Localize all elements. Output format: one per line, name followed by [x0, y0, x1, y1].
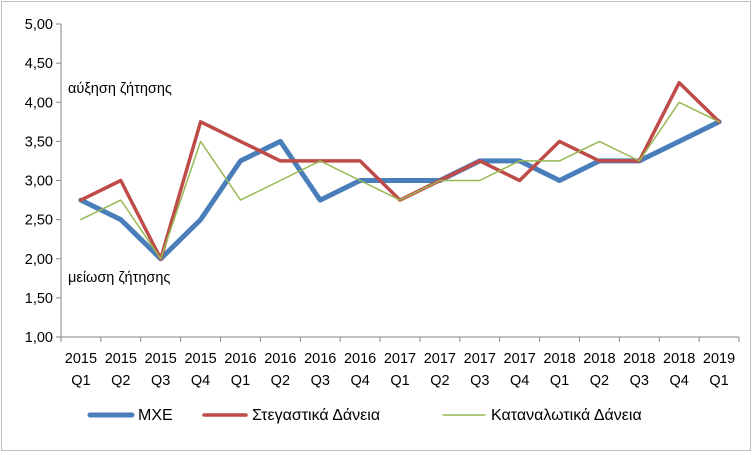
- x-tick-label-quarter: Q3: [311, 373, 330, 389]
- x-tick-label-quarter: Q4: [670, 373, 689, 389]
- y-tick-label: 4,00: [25, 95, 53, 111]
- x-tick-label-quarter: Q4: [350, 373, 369, 389]
- x-tick-label-quarter: Q2: [111, 373, 130, 389]
- x-tick-label-quarter: Q2: [271, 373, 290, 389]
- x-tick-label-quarter: Q4: [510, 373, 529, 389]
- x-tick-label-year: 2016: [304, 351, 336, 367]
- x-tick-label-quarter: Q3: [470, 373, 489, 389]
- line-chart: 1,00 1,50 2,00 2,50 3,00 3,50 4,00 4,50 5,00 201…: [25, 17, 740, 424]
- y-tick-label: 4,50: [25, 56, 53, 72]
- x-tick-label-year: 2018: [623, 351, 655, 367]
- series-line-1: [78, 119, 722, 262]
- x-tick-label-quarter: Q3: [630, 373, 649, 389]
- legend-label-2: Στεγαστικά Δάνεια: [252, 407, 380, 424]
- x-axis-ticks: 2015 Q1 2015 Q2 2015 Q3 2015 Q4 2016 Q1 2016 Q2 2016…: [60, 337, 740, 389]
- x-tick-label-year: 2016: [264, 351, 296, 367]
- x-tick-label-year: 2017: [504, 351, 536, 367]
- x-tick-label-year: 2016: [344, 351, 376, 367]
- chart-legend: ΜΧΕ Στεγαστικά Δάνεια Καταναλωτικά Δάνεια: [87, 407, 642, 424]
- x-tick-label-year: 2018: [543, 351, 575, 367]
- x-tick-label-quarter: Q1: [390, 373, 409, 389]
- y-tick-label: 2,00: [25, 252, 53, 268]
- chart-series: [78, 80, 722, 262]
- x-tick-label-quarter: Q2: [430, 373, 449, 389]
- x-tick-label-year: 2018: [583, 351, 615, 367]
- legend-label-1: ΜΧΕ: [138, 407, 173, 424]
- x-tick-label-year: 2015: [145, 351, 177, 367]
- legend-label-3: Καταναλωτικά Δάνεια: [491, 407, 642, 424]
- x-tick-label-year: 2016: [224, 351, 256, 367]
- series-line-3: [80, 101, 720, 260]
- y-tick-label: 1,50: [25, 291, 53, 307]
- x-tick-label-year: 2019: [703, 351, 735, 367]
- annotation-decrease: μείωση ζήτησης: [68, 270, 170, 286]
- x-tick-label-year: 2015: [105, 351, 137, 367]
- y-tick-label: 1,00: [25, 330, 53, 346]
- x-tick-label-quarter: Q3: [151, 373, 170, 389]
- y-tick-label: 2,50: [25, 213, 53, 229]
- y-tick-label: 3,00: [25, 174, 53, 190]
- y-axis-ticks: 1,00 1,50 2,00 2,50 3,00 3,50 4,00 4,50 5,00: [25, 17, 61, 346]
- x-tick-label-year: 2015: [184, 351, 216, 367]
- series-line-2: [79, 80, 721, 261]
- annotation-increase: αύξηση ζήτησης: [68, 81, 172, 97]
- x-tick-label-year: 2017: [424, 351, 456, 367]
- x-tick-label-quarter: Q1: [231, 373, 250, 389]
- x-tick-label-quarter: Q1: [71, 373, 90, 389]
- x-tick-label-year: 2017: [464, 351, 496, 367]
- x-tick-label-quarter: Q2: [590, 373, 609, 389]
- y-tick-label: 3,50: [25, 134, 53, 150]
- x-tick-label-quarter: Q4: [191, 373, 210, 389]
- x-tick-label-quarter: Q1: [709, 373, 728, 389]
- x-tick-label-quarter: Q1: [550, 373, 569, 389]
- x-tick-label-year: 2015: [65, 351, 97, 367]
- x-tick-label-year: 2018: [663, 351, 695, 367]
- y-tick-label: 5,00: [25, 17, 53, 33]
- x-tick-label-year: 2017: [384, 351, 416, 367]
